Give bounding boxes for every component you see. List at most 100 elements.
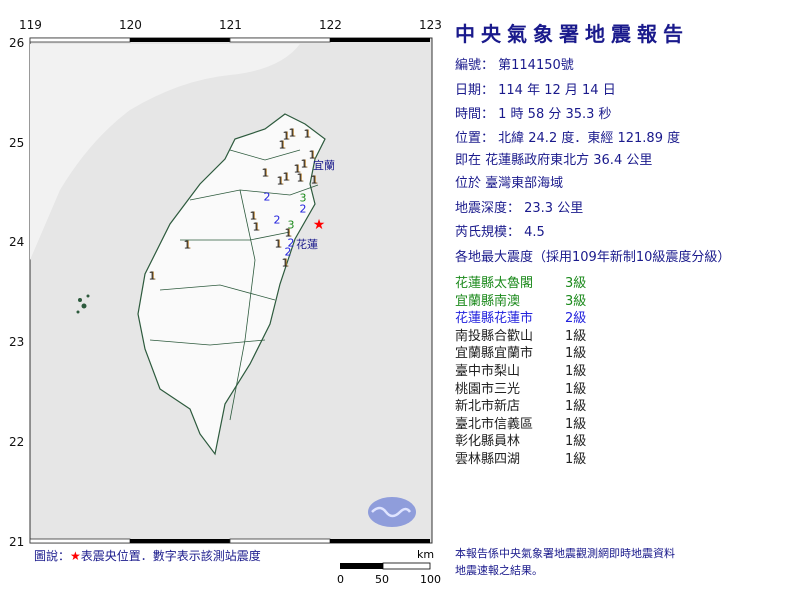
lon-tick: 121 <box>219 18 242 32</box>
intensity-place: 宜蘭縣南澳 <box>455 293 521 309</box>
station-intensity-label: 1 <box>310 173 318 187</box>
station-intensity-label: 1 <box>282 129 290 143</box>
intensity-place: 臺中市梨山 <box>455 364 521 379</box>
intensity-place: 新北市新店 <box>455 399 521 415</box>
map-legend: 圖說：★表震央位置．數字表示該測站震度 <box>34 547 261 564</box>
intensity-place: 彰化縣員林 <box>455 434 521 450</box>
station-intensity-label: 1 <box>183 238 191 252</box>
station-intensity-label: 1 <box>261 166 269 180</box>
scale-label: 50 <box>375 573 389 586</box>
station-intensity-label: 2 <box>263 190 271 204</box>
report-date: 日期： 114 年 12 月 14 日 <box>455 83 616 98</box>
station-intensity-label: 1 <box>296 171 304 185</box>
legend-prefix: 圖說： <box>34 549 71 563</box>
lon-tick: 122 <box>319 18 342 32</box>
station-intensity-label: 1 <box>274 237 282 251</box>
station-intensity-label: 1 <box>308 148 316 162</box>
intensity-level: 3級 <box>565 276 587 291</box>
station-intensity-label: 1 <box>300 157 308 171</box>
intensity-row: 彰化縣員林 1級 <box>455 430 586 450</box>
lat-tick: 26 <box>9 36 25 50</box>
footnote-line-1: 本報告係中央氣象署地震觀測網即時地震資料 <box>455 547 675 560</box>
legend-text: 表震央位置．數字表示該測站震度 <box>80 549 261 563</box>
intensity-row: 桃園市三光 1級 <box>455 378 586 397</box>
station-intensity-label: 2 <box>299 202 307 216</box>
station-intensity-label: 3 <box>299 191 307 205</box>
place-label-yilan: 宜蘭 <box>313 159 335 172</box>
report-region: 位於 臺灣東部海域 <box>455 176 564 191</box>
epicenter-star-icon: ★ <box>313 217 326 233</box>
scale-label: 0 <box>337 573 344 586</box>
station-intensity-label: 1 <box>284 226 292 240</box>
taiwan-island <box>137 113 326 456</box>
intensity-level: 2級 <box>565 311 587 327</box>
lat-tick: 21 <box>9 535 25 549</box>
report-title: 中央氣象署地震報告 <box>455 22 689 46</box>
intensity-row: 宜蘭縣南澳 3級 <box>455 290 586 309</box>
station-intensity-label: 2 <box>287 236 295 250</box>
report-depth: 地震深度： 23.3 公里 <box>455 201 584 216</box>
county-borders <box>149 149 319 421</box>
intensity-level: 1級 <box>565 452 587 467</box>
intensity-level: 3級 <box>565 293 587 309</box>
intensity-row: 南投縣合歡山 1級 <box>455 325 586 344</box>
place-label-hualien: 花蓮 <box>296 238 318 251</box>
station-intensity-label: 1 <box>293 162 301 176</box>
station-intensity-label: 1 <box>252 220 260 234</box>
intensity-level: 1級 <box>565 399 587 415</box>
lat-tick: 22 <box>9 435 25 449</box>
station-intensity-label: 1 <box>303 127 311 141</box>
intensity-level: 1級 <box>565 416 587 432</box>
intensity-row: 臺北市信義區 1級 <box>455 413 586 432</box>
station-intensity-label: 1 <box>148 269 156 283</box>
report-location: 位置： 北緯 24.2 度．東經 121.89 度 <box>455 131 681 146</box>
lon-tick: 123 <box>419 18 442 32</box>
report-magnitude: 芮氏規模： 4.5 <box>455 225 545 240</box>
lon-tick: 120 <box>119 18 142 32</box>
intensity-row: 臺中市梨山 1級 <box>455 360 586 379</box>
intensity-level: 1級 <box>565 328 587 344</box>
station-intensity-label: 1 <box>276 174 284 188</box>
intensity-level: 1級 <box>565 364 587 379</box>
intensity-row: 宜蘭縣宜蘭市 1級 <box>455 342 586 362</box>
cwa-logo <box>368 497 416 527</box>
intensity-level: 1級 <box>565 381 587 397</box>
footnote-line-2: 地震速報之結果。 <box>455 564 543 577</box>
lat-tick: 24 <box>9 235 25 249</box>
station-intensity-label: 1 <box>282 170 290 184</box>
lat-tick: 23 <box>9 335 25 349</box>
legend-star-icon: ★ <box>70 549 81 563</box>
station-intensity-label: 1 <box>249 209 257 223</box>
intensity-row: 新北市新店 1級 <box>455 395 586 415</box>
lat-tick: 25 <box>9 136 25 150</box>
report-relative-location: 即在 花蓮縣政府東北方 36.4 公里 <box>455 153 653 168</box>
report-time: 時間： 1 時 58 分 35.3 秒 <box>455 107 612 122</box>
intensity-level: 1級 <box>565 346 587 362</box>
intensity-place: 雲林縣四湖 <box>455 452 521 467</box>
station-intensity-label: 3 <box>287 218 295 232</box>
station-intensity-label: 2 <box>273 213 281 227</box>
intensity-place: 宜蘭縣宜蘭市 <box>455 346 534 362</box>
intensity-place: 南投縣合歡山 <box>455 328 534 344</box>
intensity-place: 花蓮縣花蓮市 <box>455 311 534 327</box>
scale-bar-white <box>382 562 431 570</box>
intensity-place: 桃園市三光 <box>455 381 521 397</box>
intensity-row: 花蓮縣太魯閣 3級 <box>455 272 586 291</box>
intensity-row: 花蓮縣花蓮市 2級 <box>455 307 586 327</box>
station-intensity-label: 1 <box>288 126 296 140</box>
intensity-header: 各地最大震度（採用109年新制10級震度分級） <box>455 250 731 265</box>
scale-label: 100 <box>420 573 441 586</box>
intensity-level: 1級 <box>565 434 587 450</box>
station-intensity-label: 1 <box>281 256 289 270</box>
intensity-place: 花蓮縣太魯閣 <box>455 276 534 291</box>
penghu-islands <box>76 294 90 314</box>
intensity-place: 臺北市信義區 <box>455 416 534 432</box>
station-intensity-label: 1 <box>278 138 286 152</box>
station-intensity-label: 2 <box>284 245 292 259</box>
intensity-row: 雲林縣四湖 1級 <box>455 448 586 467</box>
scale-unit: km <box>417 548 435 561</box>
lon-tick: 119 <box>19 18 42 32</box>
report-number: 編號： 第114150號 <box>455 58 574 73</box>
map-canvas: ★ <box>29 37 433 570</box>
mainland-china <box>30 44 300 260</box>
